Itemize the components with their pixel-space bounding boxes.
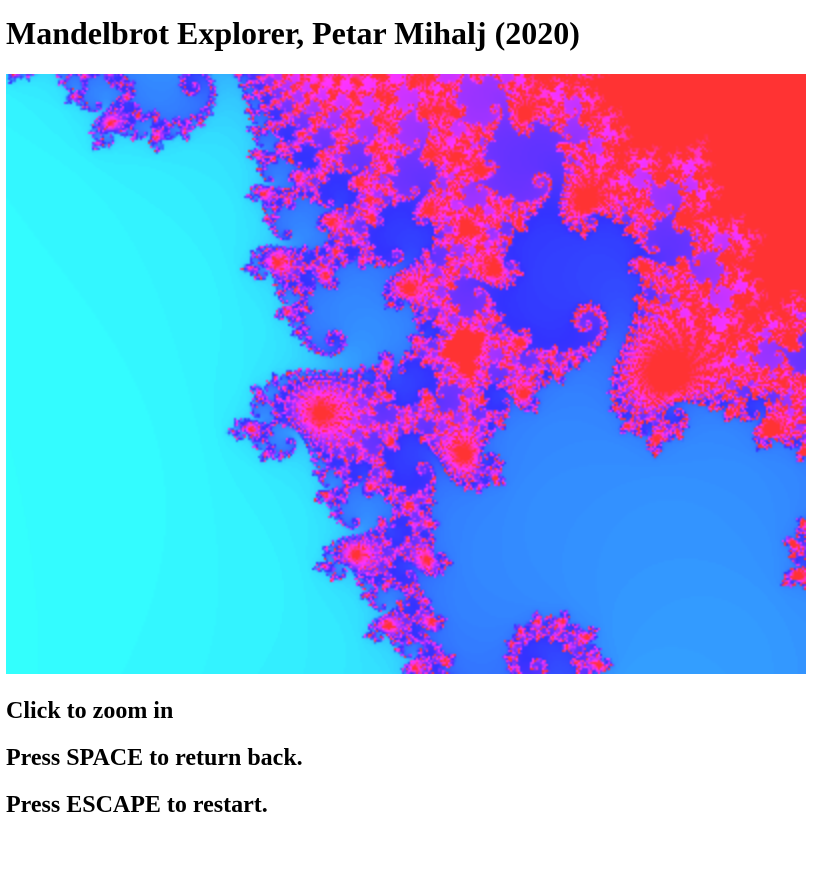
mandelbrot-canvas-container[interactable] (6, 74, 806, 674)
instruction-space-back: Press SPACE to return back. (6, 745, 303, 771)
page-title: Mandelbrot Explorer, Petar Mihalj (2020) (6, 15, 580, 51)
mandelbrot-canvas[interactable] (6, 74, 806, 674)
instruction-escape-restart: Press ESCAPE to restart. (6, 792, 268, 818)
instruction-click-zoom: Click to zoom in (6, 698, 174, 724)
